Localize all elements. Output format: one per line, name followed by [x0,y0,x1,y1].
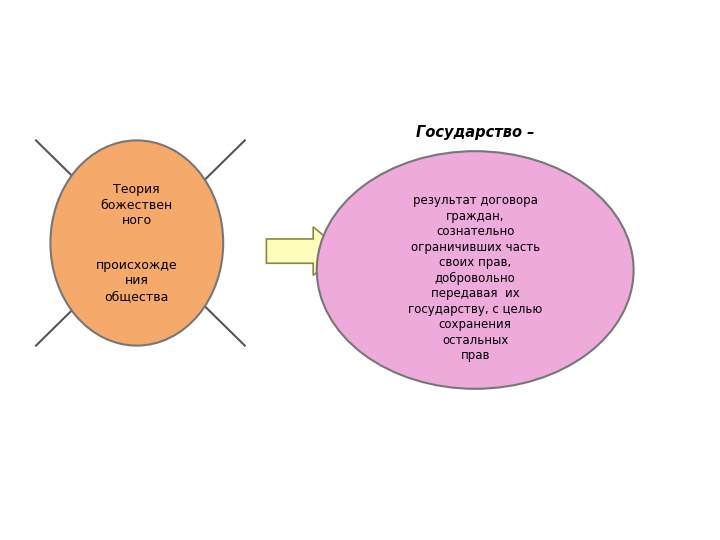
Text: Теория
божествен
ного: Теория божествен ного [101,183,173,227]
Text: Государство –: Государство – [416,125,534,140]
FancyArrow shape [266,227,342,275]
Ellipse shape [50,140,223,346]
Text: результат договора
граждан,
сознательно
ограничивших часть
своих прав,
доброволь: результат договора граждан, сознательно … [408,194,542,362]
Circle shape [317,151,634,389]
Text: происхожде
ния
общества: происхожде ния общества [96,259,178,303]
